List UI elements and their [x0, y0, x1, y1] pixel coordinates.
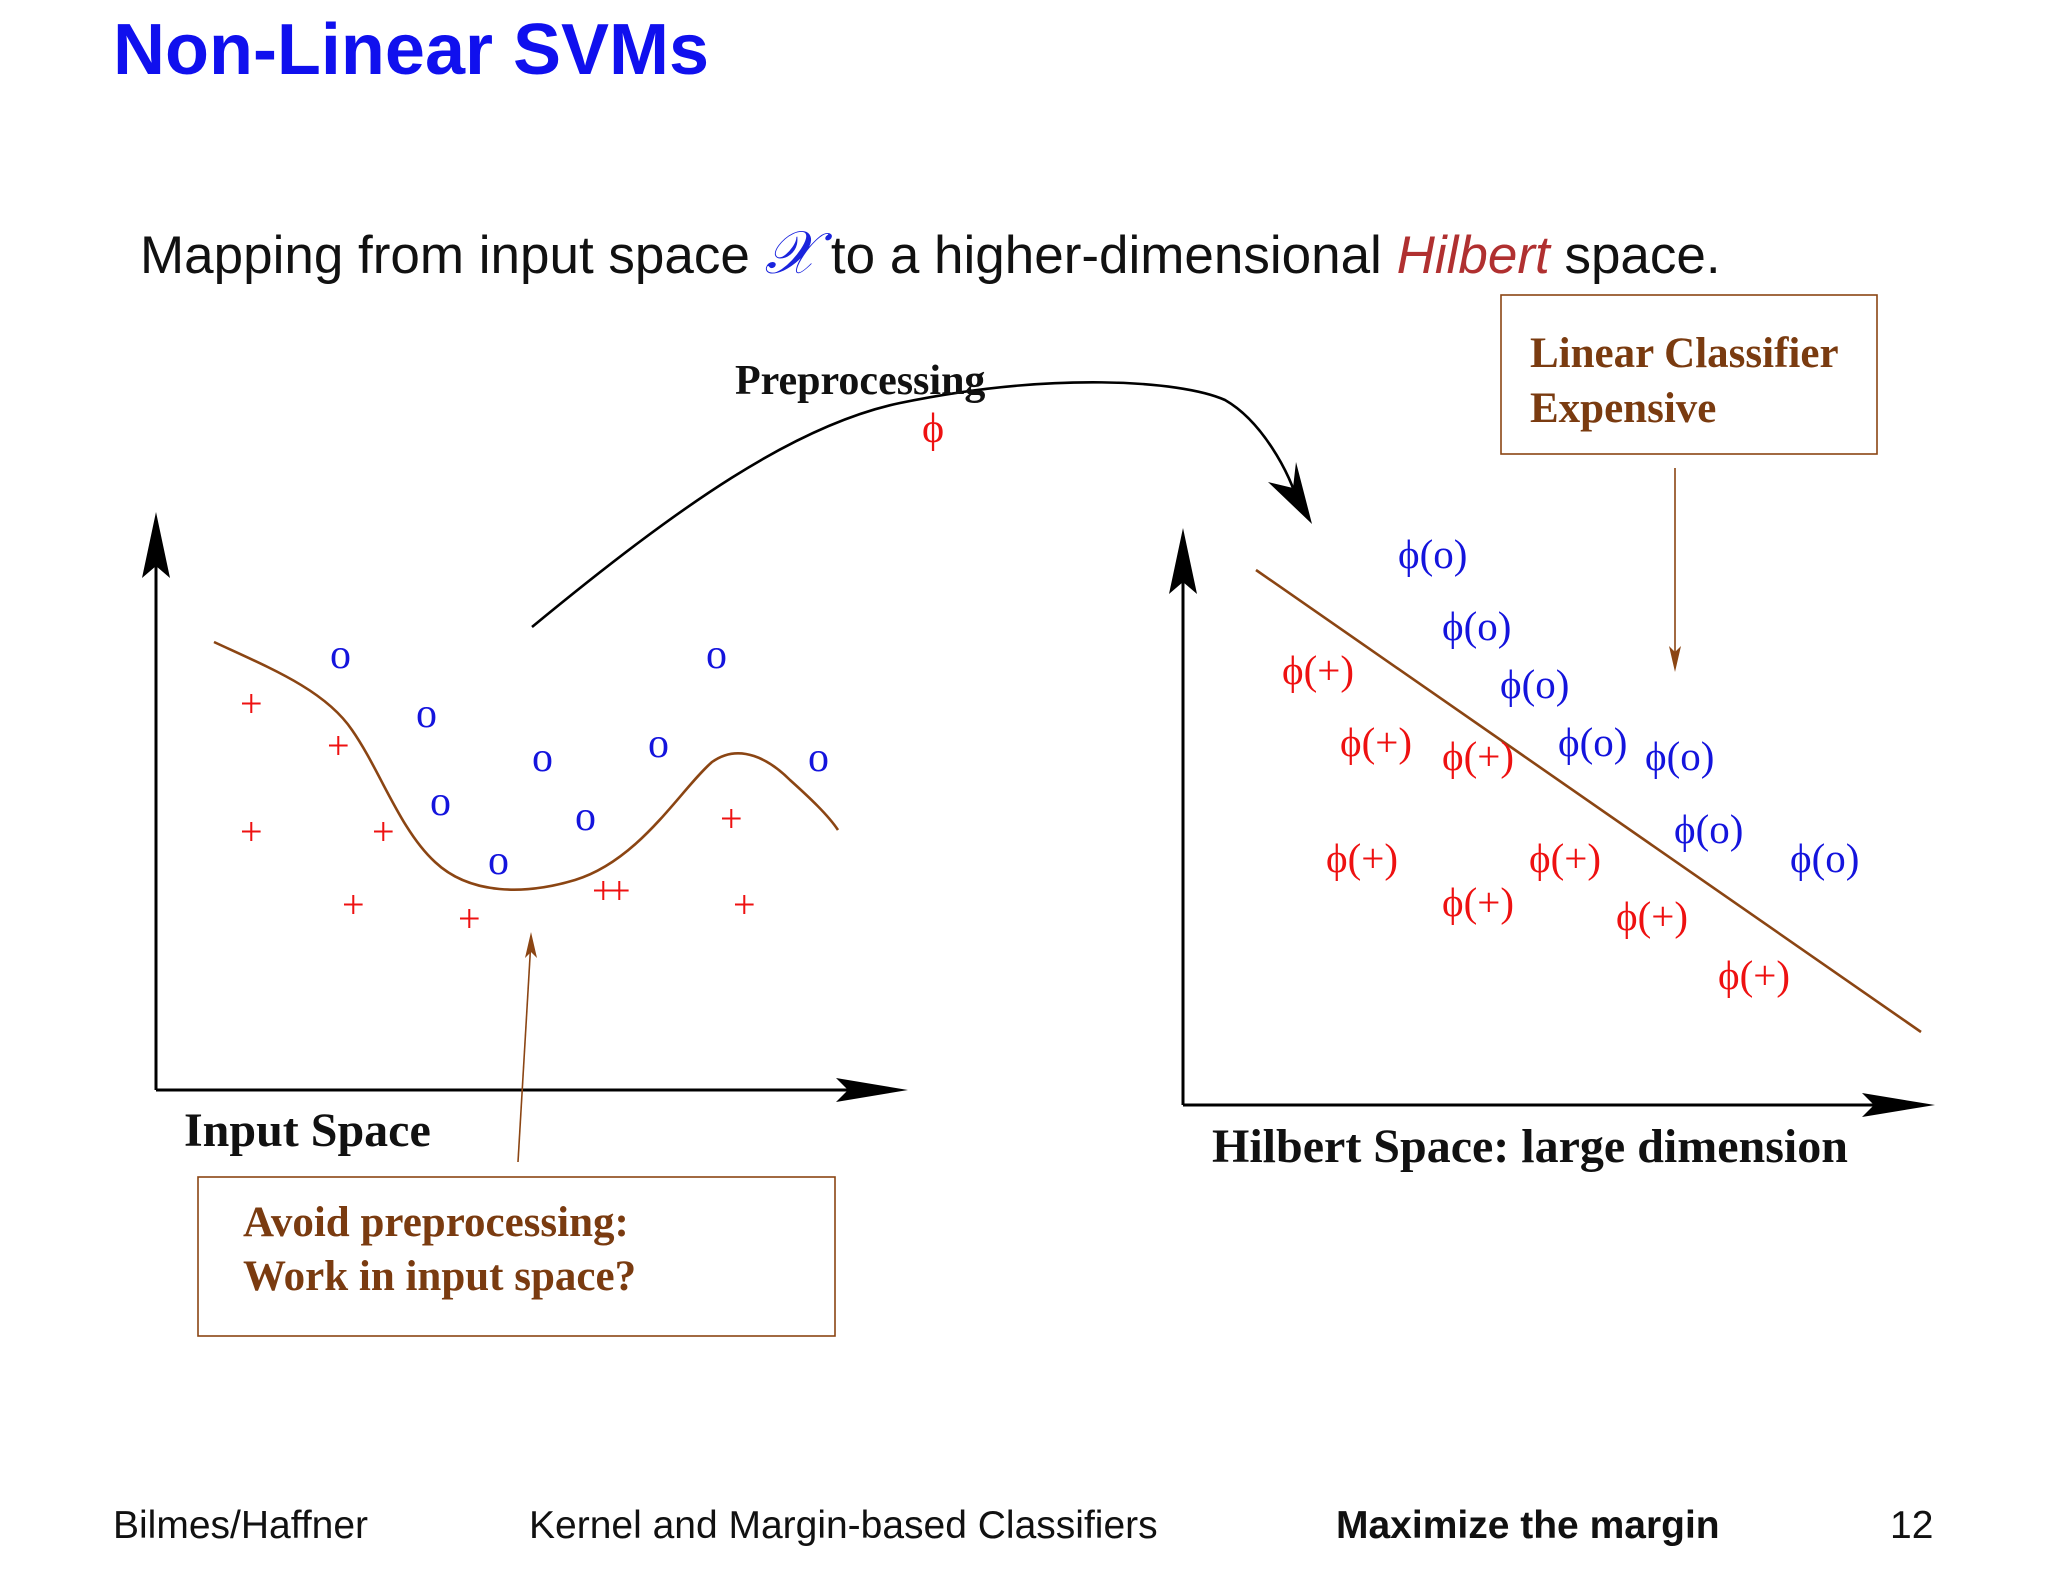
- footer-course: Kernel and Margin-based Classifiers: [529, 1504, 1158, 1547]
- nonlinear-decision-boundary: [213, 640, 840, 891]
- phi-circle-mark: ϕ(o): [1398, 531, 1467, 577]
- hilbert-note-line1: Linear Classifier: [1530, 330, 1839, 377]
- input-note-pointer-head: [525, 932, 537, 958]
- preprocessing-arrow: [531, 381, 1302, 629]
- circle-mark: o: [488, 838, 509, 884]
- circle-mark: o: [532, 735, 553, 781]
- input-space-symbol: 𝒳: [764, 218, 817, 288]
- phi-plus-mark: ϕ(+): [1442, 733, 1514, 779]
- phi-plus-mark: ϕ(+): [1529, 835, 1601, 881]
- input-note-line1: Avoid preprocessing:: [243, 1199, 629, 1246]
- footer-authors: Bilmes/Haffner: [113, 1504, 369, 1547]
- slide-title: Non-Linear SVMs: [113, 10, 710, 90]
- plus-mark: +: [372, 809, 395, 854]
- input-note-pointer: [517, 939, 532, 1163]
- plus-mark: +: [240, 809, 263, 854]
- input-space-axes: [142, 512, 908, 1102]
- hilbert-note-pointer-head: [1669, 646, 1681, 672]
- subtitle-middle: to a higher-dimensional: [816, 226, 1397, 285]
- phi-plus-mark: ϕ(+): [1442, 879, 1514, 925]
- phi-plus-mark: ϕ(+): [1326, 835, 1398, 881]
- phi-plus-mark: ϕ(+): [1718, 952, 1790, 998]
- plus-mark: +: [592, 868, 615, 913]
- hilbert-space-axes: [1169, 528, 1935, 1117]
- plus-mark: +: [342, 882, 365, 927]
- circle-mark: o: [416, 691, 437, 737]
- subtitle-hilbert-emphasis: Hilbert: [1396, 226, 1550, 285]
- plus-mark: +: [327, 723, 350, 768]
- plus-mark: +: [720, 796, 743, 841]
- circle-mark: o: [706, 632, 727, 678]
- footer-topic: Maximize the margin: [1336, 1504, 1720, 1547]
- footer-page-number: 12: [1890, 1504, 1934, 1547]
- plus-mark: +: [240, 681, 263, 726]
- input-note-line2: Work in input space?: [243, 1253, 636, 1300]
- plus-mark: +: [733, 882, 756, 927]
- phi-plus-mark: ϕ(+): [1340, 719, 1412, 765]
- input-space-plus-marks: + + + + + + + + + +: [240, 681, 756, 941]
- preprocessing-label: Preprocessing: [735, 358, 985, 404]
- circle-mark: o: [330, 632, 351, 678]
- input-note-box: [197, 1176, 836, 1337]
- circle-mark: o: [808, 735, 829, 781]
- plus-mark: +: [608, 868, 631, 913]
- hilbert-note-box: [1500, 294, 1878, 455]
- circle-mark: o: [575, 794, 596, 840]
- phi-circle-mark: ϕ(o): [1674, 806, 1743, 852]
- circle-mark: o: [648, 721, 669, 767]
- phi-circle-mark: ϕ(o): [1558, 719, 1627, 765]
- phi-circle-mark: ϕ(o): [1442, 603, 1511, 649]
- subtitle-prefix: Mapping from input space: [140, 226, 765, 285]
- slide-subtitle: Mapping from input space 𝒳 to a higher-d…: [140, 218, 1721, 291]
- preprocessing-arrowhead: [1268, 462, 1312, 524]
- subtitle-suffix: space.: [1549, 226, 1721, 285]
- hilbert-space-label: Hilbert Space: large dimension: [1212, 1120, 1848, 1173]
- hilbert-note-line2: Expensive: [1530, 385, 1716, 432]
- linear-decision-boundary: [1255, 568, 1922, 1034]
- phi-circle-mark: ϕ(o): [1645, 733, 1714, 779]
- circle-mark: o: [430, 779, 451, 825]
- hilbert-space-phi-circle-marks: ϕ(o) ϕ(o) ϕ(o) ϕ(o) ϕ(o) ϕ(o) ϕ(o): [1398, 531, 1859, 881]
- phi-symbol: ϕ: [922, 406, 944, 452]
- phi-plus-mark: ϕ(+): [1282, 647, 1354, 693]
- phi-circle-mark: ϕ(o): [1790, 835, 1859, 881]
- input-space-label: Input Space: [184, 1104, 431, 1157]
- input-space-circle-marks: o o o o o o o o o: [330, 632, 829, 884]
- hilbert-space-phi-plus-marks: ϕ(+) ϕ(+) ϕ(+) ϕ(+) ϕ(+) ϕ(+) ϕ(+) ϕ(+): [1282, 647, 1790, 998]
- phi-plus-mark: ϕ(+): [1616, 893, 1688, 939]
- phi-circle-mark: ϕ(o): [1500, 661, 1569, 707]
- plus-mark: +: [458, 896, 481, 941]
